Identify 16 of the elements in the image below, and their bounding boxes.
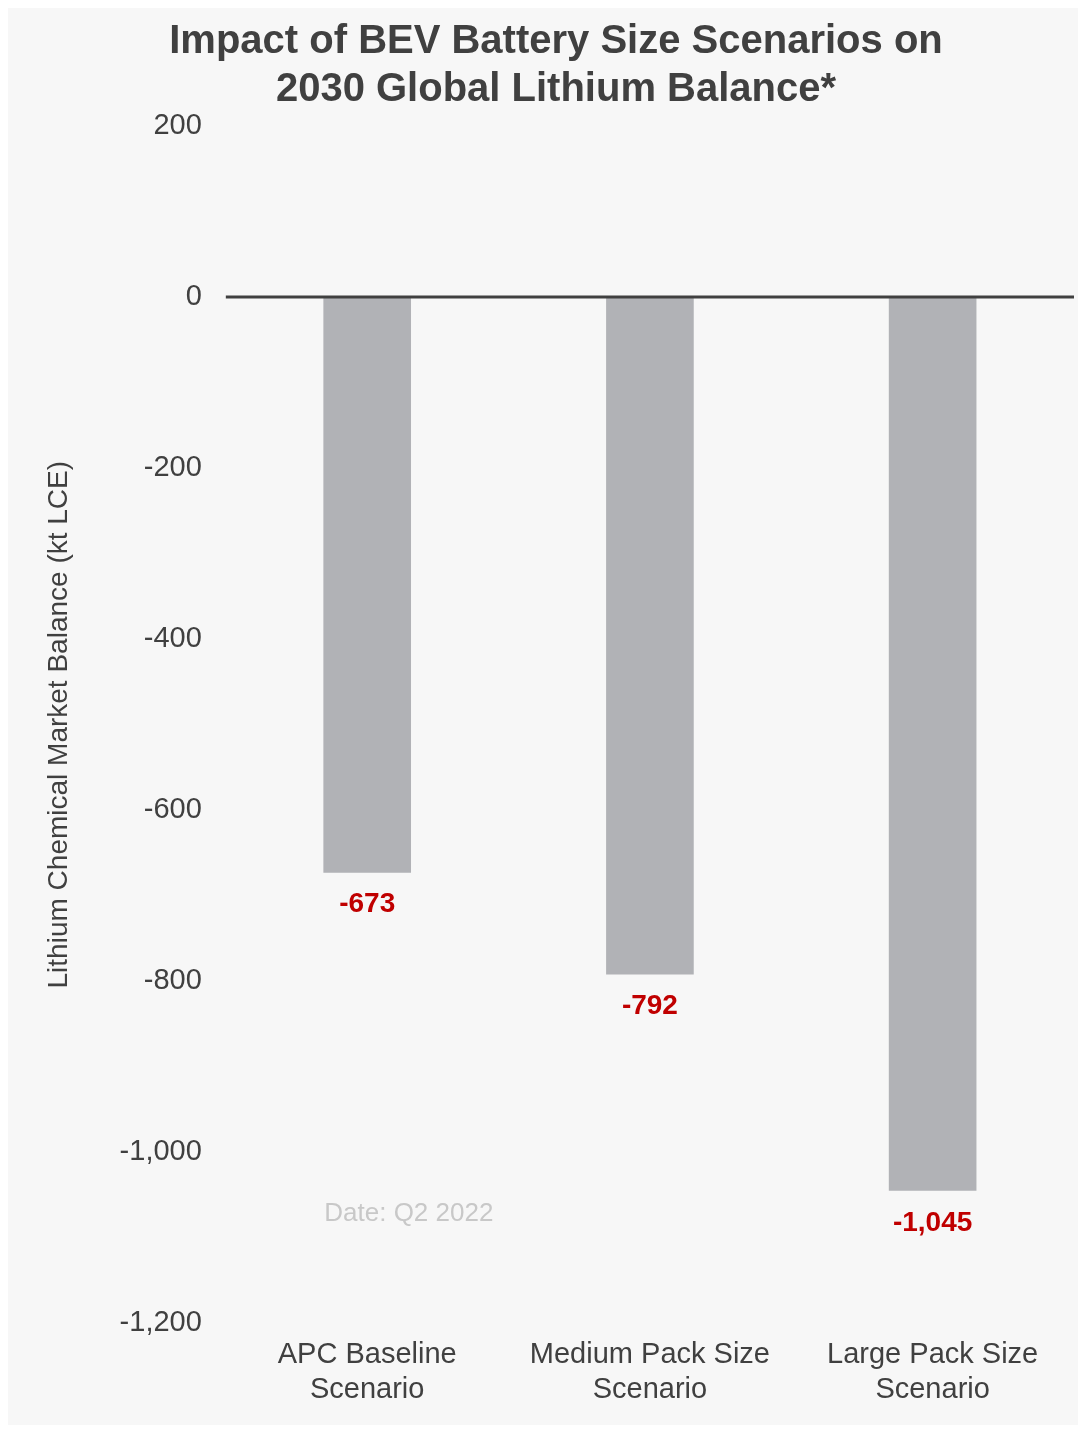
data-label: -673 bbox=[339, 887, 396, 919]
y-tick-label: 200 bbox=[153, 108, 202, 140]
y-tick-label: -600 bbox=[143, 792, 202, 825]
y-tick-label: -400 bbox=[143, 621, 202, 654]
y-tick-label: -1,000 bbox=[119, 1134, 202, 1167]
y-tick-label: -200 bbox=[143, 450, 202, 483]
x-tick-label: Medium Pack Size Scenario bbox=[529, 1336, 770, 1404]
data-label: -1,045 bbox=[892, 1205, 973, 1237]
y-tick-label: -800 bbox=[143, 963, 202, 996]
chart-title: Impact of BEV Battery Size Scenarios on 2030 Global Lithium Balance* bbox=[169, 17, 943, 110]
y-axis-title: Lithium Chemical Market Balance (kt LCE) bbox=[41, 460, 73, 989]
x-tick-label: APC Baseline Scenario bbox=[277, 1336, 457, 1404]
x-tick-label: Large Pack Size Scenario bbox=[827, 1336, 1039, 1404]
y-tick-label: -1,200 bbox=[119, 1305, 202, 1338]
y-tick-label: 0 bbox=[185, 279, 202, 312]
data-label: -792 bbox=[621, 989, 678, 1021]
